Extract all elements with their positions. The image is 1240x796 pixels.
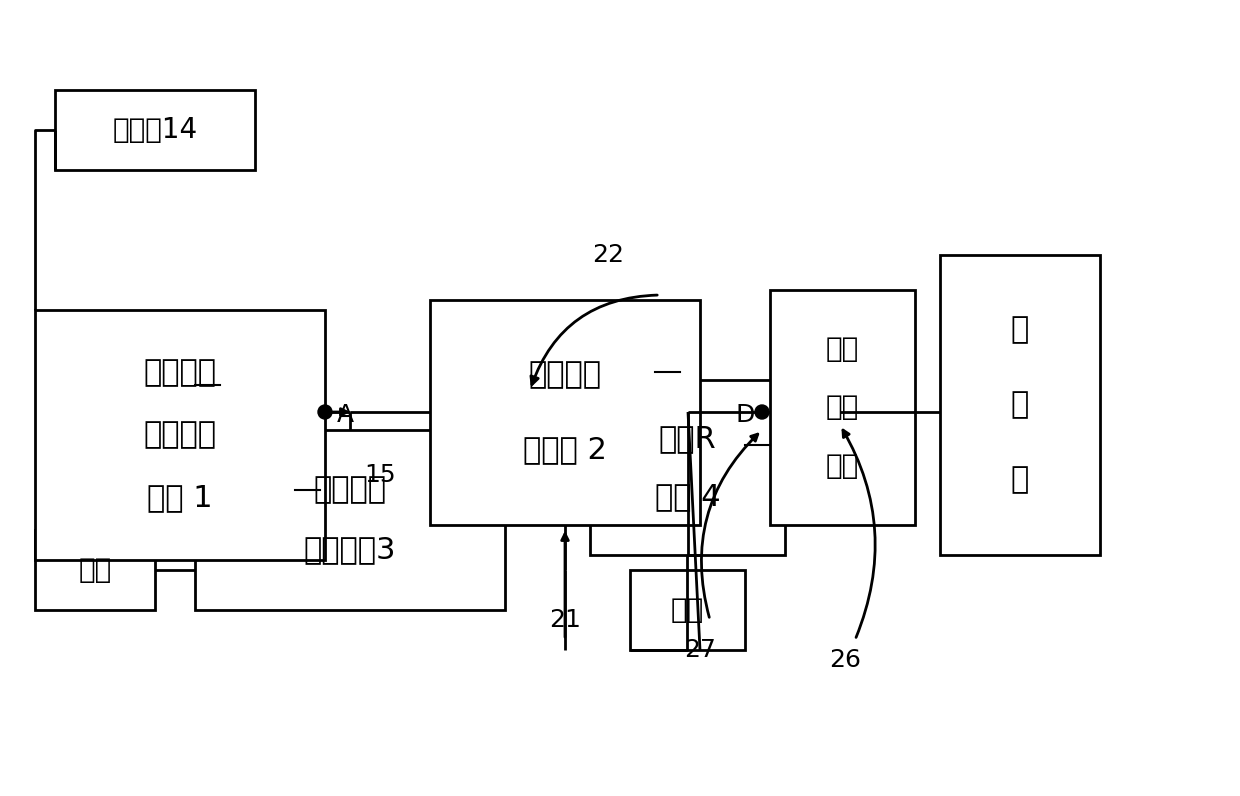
Bar [630,570,745,650]
Text: 26: 26 [830,648,861,672]
Text: 电路 1: 电路 1 [148,483,213,512]
Text: 三相电流: 三相电流 [144,358,217,387]
Circle shape [755,405,769,419]
Text: 板: 板 [1011,466,1029,494]
Text: 信号总和: 信号总和 [144,420,217,450]
Text: 信号比较: 信号比较 [528,361,601,389]
Bar [590,380,785,555]
Bar [770,290,915,525]
Text: 15: 15 [365,463,396,487]
Text: D: D [735,403,755,427]
Text: 支路 4: 支路 4 [655,482,720,511]
Text: 中断: 中断 [826,335,859,363]
Text: 制: 制 [1011,391,1029,419]
Text: 控: 控 [1011,315,1029,345]
Bar [195,430,505,610]
Text: 21: 21 [549,608,580,632]
Text: 电源: 电源 [78,556,112,584]
Text: 信号基准: 信号基准 [314,475,387,505]
Text: 电压电路3: 电压电路3 [304,536,397,564]
Text: 22: 22 [591,243,624,267]
Text: 27: 27 [684,638,715,662]
Bar [35,310,325,560]
Text: 引脚: 引脚 [826,452,859,480]
Text: A: A [336,403,353,427]
Circle shape [317,405,332,419]
Text: 信号: 信号 [826,393,859,422]
Bar [430,300,701,525]
Text: 输出端14: 输出端14 [113,116,197,144]
Text: 电阻R: 电阻R [658,423,717,453]
Text: 器电路 2: 器电路 2 [523,435,606,465]
Text: 电源: 电源 [671,596,704,624]
Bar [55,90,255,170]
Bar [35,530,155,610]
Bar [940,255,1100,555]
